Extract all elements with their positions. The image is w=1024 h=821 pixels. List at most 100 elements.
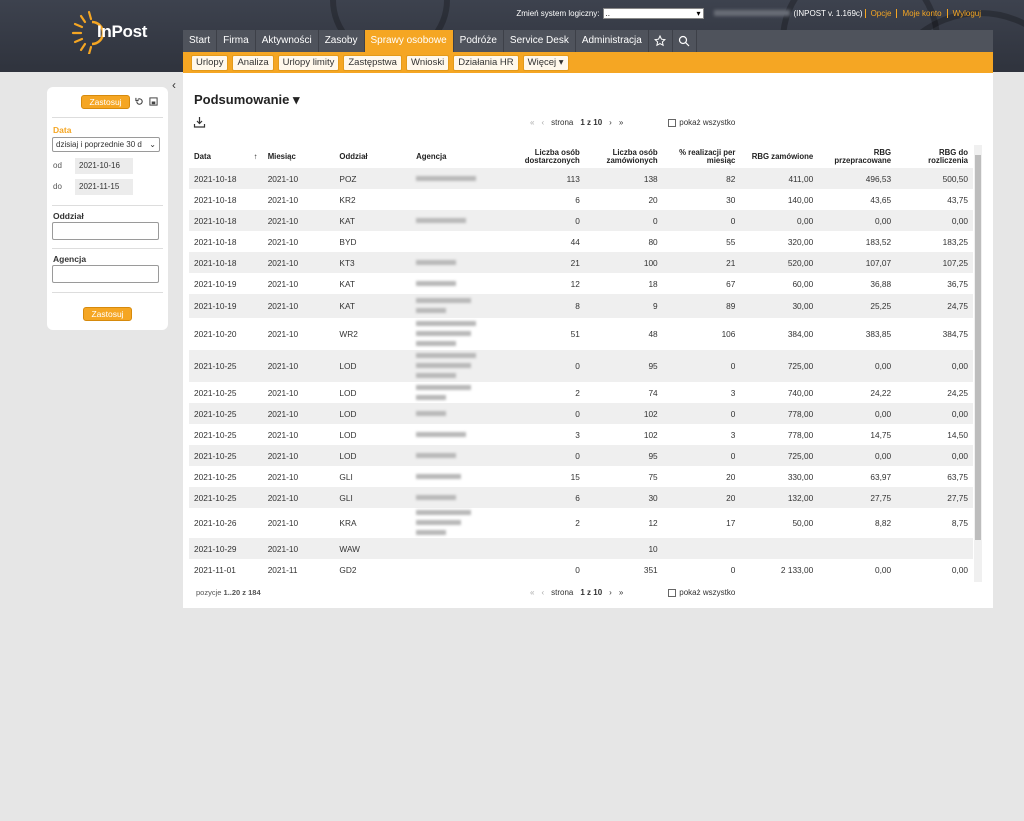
cell-5: 102 <box>643 429 658 440</box>
sort-spacer <box>249 382 263 403</box>
first-page-icon[interactable]: « <box>530 588 535 597</box>
table-scrollbar[interactable] <box>974 145 982 582</box>
cell-4: 0 <box>575 450 580 461</box>
col-zamowionych[interactable]: Liczba osób zamówionych <box>606 147 658 165</box>
table-row[interactable]: 2021-10-18 2021-10 KR2 6 20 30 140,00 43,65 43,7… <box>189 189 973 210</box>
save-icon[interactable] <box>149 97 158 106</box>
scrollbar-thumb[interactable] <box>975 155 981 540</box>
sort-asc-icon[interactable]: ↑ <box>253 151 258 161</box>
col-rbg-przepracowane[interactable]: RBG przepracowane <box>834 147 892 165</box>
cell-6: 55 <box>726 236 736 247</box>
page-title[interactable]: Podsumowanie ▾ <box>194 92 300 107</box>
logout-link[interactable]: Wyloguj <box>946 8 986 18</box>
table-row[interactable]: 2021-10-26 2021-10 KRA 2 12 17 50,00 8,82 8,75 <box>189 508 973 538</box>
star-icon[interactable] <box>649 30 673 52</box>
table-row[interactable]: 2021-10-19 2021-10 KAT 12 18 67 60,00 36,88 36,7… <box>189 273 973 294</box>
table-row[interactable]: 2021-10-25 2021-10 LOD 0 95 0 725,00 0,00 0,00 <box>189 350 973 382</box>
col-rbg-do-rozliczenia[interactable]: RBG do rozliczenia <box>928 147 968 165</box>
last-page-icon[interactable]: » <box>618 118 624 127</box>
table-row[interactable]: 2021-10-25 2021-10 GLI 15 75 20 330,00 63,97 63,… <box>189 466 973 487</box>
cell-8: 0,00 <box>874 361 892 371</box>
table-row[interactable]: 2021-10-20 2021-10 WR2 51 48 106 384,00 383,85 3… <box>189 318 973 350</box>
apply-button-top[interactable]: Zastosuj <box>81 95 130 109</box>
collapse-sidebar-icon[interactable]: ‹ <box>172 78 176 92</box>
nav-administracja[interactable]: Administracja <box>576 30 649 52</box>
cell-0: 2021-10-25 <box>194 361 237 371</box>
col-oddzial[interactable]: Oddział <box>339 151 368 161</box>
prev-page-icon[interactable]: ‹ <box>541 118 545 127</box>
prev-page-icon[interactable]: ‹ <box>541 588 545 597</box>
show-all-checkbox[interactable]: pokaż wszystko <box>668 588 742 597</box>
cell-0: 2021-10-19 <box>194 301 237 311</box>
nav-zasoby[interactable]: Zasoby <box>319 30 365 52</box>
date-to-field[interactable]: 2021-11-15 <box>75 179 133 195</box>
cell-2: POZ <box>339 173 357 184</box>
my-account-link[interactable]: Moje konto <box>896 8 946 18</box>
cell-0: 2021-10-25 <box>194 450 237 461</box>
options-link[interactable]: Opcje <box>864 8 897 18</box>
system-select[interactable]: .. <box>602 7 704 19</box>
cell-6: 0 <box>730 215 736 226</box>
col-dostarczonych[interactable]: Liczba osób dostarczonych <box>524 147 580 165</box>
show-all-checkbox[interactable]: pokaż wszystko <box>668 118 742 127</box>
sort-spacer <box>249 318 263 350</box>
first-page-icon[interactable]: « <box>530 118 535 127</box>
subnav-urlopy-limity[interactable]: Urlopy limity <box>277 54 340 71</box>
reset-icon[interactable] <box>135 97 144 106</box>
subnav-dzialania-hr[interactable]: Działania HR <box>453 54 519 71</box>
subnav-wnioski[interactable]: Wnioski <box>405 54 450 71</box>
table-row[interactable]: 2021-10-29 2021-10 WAW 10 <box>189 538 973 559</box>
table-row[interactable]: 2021-10-18 2021-10 POZ 113 138 82 411,00 496,53… <box>189 168 973 189</box>
last-page-icon[interactable]: » <box>618 588 624 597</box>
subnav-urlopy[interactable]: Urlopy <box>191 54 229 71</box>
cell-0: 2021-10-25 <box>194 471 237 482</box>
inpost-logo-icon[interactable] <box>70 10 160 54</box>
nav-service-desk[interactable]: Service Desk <box>504 30 576 52</box>
cell-1: 2021-10 <box>267 408 299 419</box>
top-bar: Zmień system logiczny: .. (INPOST v. 1.1… <box>516 7 986 19</box>
branch-input[interactable] <box>52 222 159 240</box>
subnav-zastepstwa[interactable]: Zastępstwa <box>343 54 402 71</box>
date-range-select[interactable]: dzisiaj i poprzednie 30 d ⌄ <box>52 137 160 152</box>
next-page-icon[interactable]: › <box>609 588 612 597</box>
col-data[interactable]: Data <box>189 145 249 168</box>
cell-5: 102 <box>643 408 658 419</box>
table-row[interactable]: 2021-10-18 2021-10 KT3 21 100 21 520,00 107,07 1… <box>189 252 973 273</box>
cell-1: 2021-10 <box>267 329 299 339</box>
apply-button-bottom[interactable]: Zastosuj <box>83 307 132 321</box>
cell-6: 0 <box>730 450 736 461</box>
nav-podroze[interactable]: Podróże <box>454 30 504 52</box>
nav-sprawy-osobowe[interactable]: Sprawy osobowe <box>364 30 454 52</box>
table-row[interactable]: 2021-10-18 2021-10 KAT 0 0 0 0,00 0,00 0,00 <box>189 210 973 231</box>
table-row[interactable]: 2021-10-25 2021-10 LOD 3 102 3 778,00 14,75 14,5… <box>189 424 973 445</box>
cell-7: 330,00 <box>787 471 814 482</box>
nav-firma[interactable]: Firma <box>217 30 256 52</box>
next-page-icon[interactable]: › <box>609 118 612 127</box>
agency-redacted <box>411 350 501 382</box>
cell-0: 2021-10-18 <box>194 173 237 184</box>
agency-input[interactable] <box>52 265 159 283</box>
date-from-field[interactable]: 2021-10-16 <box>75 158 133 174</box>
table-row[interactable]: 2021-10-25 2021-10 LOD 2 74 3 740,00 24,22 24,25 <box>189 382 973 403</box>
cell-9: 0,00 <box>951 450 968 461</box>
footer-count: pozycje 1..20 z 184 <box>196 588 261 597</box>
table-row[interactable]: 2021-10-18 2021-10 BYD 44 80 55 320,00 183,52 18… <box>189 231 973 252</box>
table-row[interactable]: 2021-10-25 2021-10 GLI 6 30 20 132,00 27,75 27,7… <box>189 487 973 508</box>
table-row[interactable]: 2021-10-25 2021-10 LOD 0 102 0 778,00 0,00 0,00 <box>189 403 973 424</box>
cell-5: 138 <box>643 173 658 184</box>
cell-2: LOD <box>339 450 357 461</box>
search-icon[interactable] <box>673 30 697 52</box>
download-icon[interactable] <box>193 116 206 128</box>
table-row[interactable]: 2021-10-19 2021-10 KAT 8 9 89 30,00 25,25 24,75 <box>189 294 973 318</box>
table-row[interactable]: 2021-11-01 2021-11 GD2 0 351 0 2 133,00 0,00 0,0… <box>189 559 973 580</box>
col-agencja[interactable]: Agencja <box>416 151 447 161</box>
subnav-analiza[interactable]: Analiza <box>232 54 274 71</box>
col-realizacja[interactable]: % realizacji per miesiąc <box>679 147 736 165</box>
col-miesiac[interactable]: Miesiąc <box>267 151 296 161</box>
cell-8: 183,52 <box>865 236 892 247</box>
subnav-wiecej[interactable]: Więcej ▾ <box>522 54 569 71</box>
nav-aktywnosci[interactable]: Aktywności <box>256 30 319 52</box>
nav-start[interactable]: Start <box>183 30 218 52</box>
col-rbg-zamowione[interactable]: RBG zamówione <box>751 151 814 161</box>
table-row[interactable]: 2021-10-25 2021-10 LOD 0 95 0 725,00 0,00 0,00 <box>189 445 973 466</box>
